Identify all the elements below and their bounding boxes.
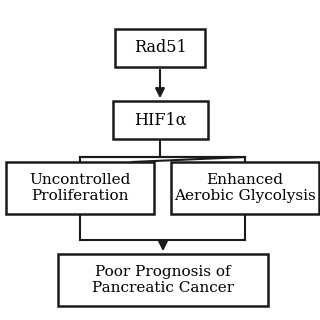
Bar xyxy=(58,254,268,306)
Text: Rad51: Rad51 xyxy=(134,39,186,57)
Text: Enhanced
Aerobic Glycolysis: Enhanced Aerobic Glycolysis xyxy=(174,173,316,203)
Text: Poor Prognosis of
Pancreatic Cancer: Poor Prognosis of Pancreatic Cancer xyxy=(92,265,234,295)
Bar xyxy=(115,29,205,67)
Bar xyxy=(6,162,154,214)
Bar xyxy=(171,162,319,214)
Bar xyxy=(113,101,207,139)
Text: HIF1α: HIF1α xyxy=(134,111,186,129)
Text: Uncontrolled
Proliferation: Uncontrolled Proliferation xyxy=(29,173,131,203)
